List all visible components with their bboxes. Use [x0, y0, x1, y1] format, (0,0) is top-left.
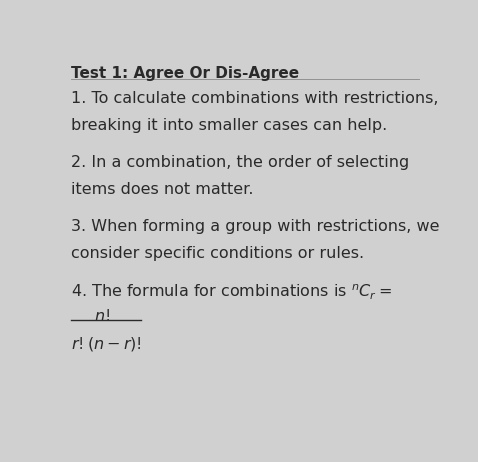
Text: 4. The formula for combinations is $^nC_r =$: 4. The formula for combinations is $^nC_… [71, 283, 391, 303]
Text: $r!(n-r)!$: $r!(n-r)!$ [71, 334, 141, 353]
Text: items does not matter.: items does not matter. [71, 182, 253, 197]
Text: $n!$: $n!$ [94, 308, 110, 324]
Text: consider specific conditions or rules.: consider specific conditions or rules. [71, 246, 364, 261]
Text: 3. When forming a group with restrictions, we: 3. When forming a group with restriction… [71, 219, 439, 234]
Text: 1. To calculate combinations with restrictions,: 1. To calculate combinations with restri… [71, 91, 438, 106]
Text: breaking it into smaller cases can help.: breaking it into smaller cases can help. [71, 118, 387, 133]
Text: Test 1: Agree Or Dis-Agree: Test 1: Agree Or Dis-Agree [71, 66, 299, 81]
Text: 2. In a combination, the order of selecting: 2. In a combination, the order of select… [71, 155, 409, 170]
